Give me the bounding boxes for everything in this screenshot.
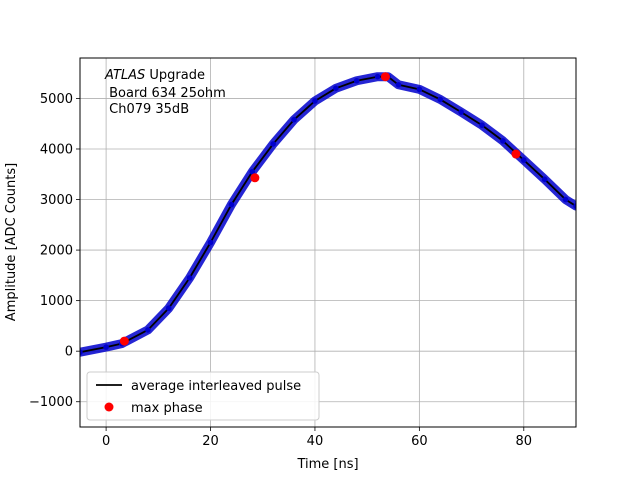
x-tick-label: 0 xyxy=(102,434,110,449)
y-axis-label: Amplitude [ADC Counts] xyxy=(4,163,19,321)
x-axis-label: Time [ns] xyxy=(296,457,358,472)
legend: average interleaved pulse max phase xyxy=(86,371,320,421)
annotation-line-3: Ch079 35dB xyxy=(105,102,189,117)
pulse-sample-point xyxy=(353,77,360,84)
y-tick-label: 3000 xyxy=(40,193,73,208)
pulse-sample-point xyxy=(479,122,485,129)
pulse-sample-point xyxy=(165,305,172,312)
y-tick-label: 2000 xyxy=(40,244,73,259)
pulse-sample-point xyxy=(291,116,297,123)
annotation-upgrade: Upgrade xyxy=(145,68,205,83)
annotation-line-1: ATLAS Upgrade xyxy=(104,68,205,83)
y-tick-label: 1000 xyxy=(40,294,73,309)
pulse-sample-point xyxy=(541,176,548,183)
legend-label-max-phase: max phase xyxy=(131,401,203,416)
legend-box xyxy=(86,371,320,421)
pulse-sample-point xyxy=(207,239,214,246)
pulse-sample-point xyxy=(395,81,402,88)
max-phase-point xyxy=(250,173,260,183)
max-phase-point xyxy=(380,72,390,82)
pulse-sample-point xyxy=(458,109,464,115)
annotation-line-2: Board 634 25ohm xyxy=(105,86,226,101)
y-tick-label: 0 xyxy=(65,345,73,360)
pulse-sample-point xyxy=(416,86,423,93)
pulse-sample-point xyxy=(270,141,276,147)
y-tick-label: 5000 xyxy=(40,92,73,107)
pulse-sample-point xyxy=(312,98,318,104)
data-layer xyxy=(80,72,576,357)
annotation-atlas: ATLAS xyxy=(104,68,145,83)
x-tick-label: 60 xyxy=(411,434,428,449)
y-tick-label: 4000 xyxy=(40,142,73,157)
pulse-sample-point xyxy=(374,73,381,80)
max-phase-point xyxy=(119,336,129,346)
pulse-sample-point xyxy=(520,157,527,163)
pulse-sample-point xyxy=(333,85,339,92)
max-phase-point xyxy=(511,149,521,159)
pulse-sample-point xyxy=(228,201,235,208)
x-tick-label: 40 xyxy=(307,434,324,449)
pulse-sample-point xyxy=(80,349,83,355)
x-tick-label: 20 xyxy=(202,434,219,449)
plot-frame xyxy=(79,57,577,428)
x-tick-label: 80 xyxy=(516,434,533,449)
chart-annotation: ATLAS Upgrade Board 634 25ohm Ch079 35dB xyxy=(104,68,226,117)
pulse-sample-point xyxy=(145,327,151,333)
pulse-sample-point xyxy=(103,344,109,350)
pulse-sample-point xyxy=(437,96,444,103)
average-pulse-line xyxy=(80,75,576,354)
pulse-sample-point xyxy=(573,203,576,209)
legend-circle-marker xyxy=(104,402,114,412)
axis-ticks: 0 20 40 60 80 −1000 0 1000 2000 3000 4000 5000 xyxy=(29,92,532,449)
pulse-sample-point xyxy=(562,196,569,203)
legend-label-pulse: average interleaved pulse xyxy=(131,379,301,394)
pulse-sample-point xyxy=(500,138,506,144)
pulse-sample-point xyxy=(186,275,193,281)
pulse-sample-point xyxy=(249,168,256,175)
y-tick-label: −1000 xyxy=(29,395,73,410)
